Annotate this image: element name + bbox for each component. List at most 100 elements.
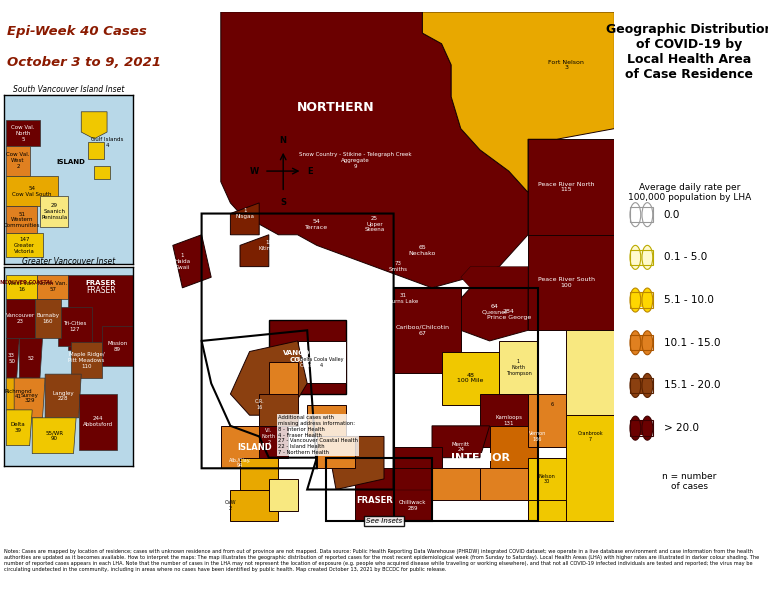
Text: 33
50: 33 50 — [8, 353, 15, 364]
Text: North Van.
57: North Van. 57 — [38, 281, 68, 292]
Text: ISLAND: ISLAND — [237, 442, 272, 451]
Polygon shape — [230, 341, 307, 415]
Text: 18
Kitimat: 18 Kitimat — [259, 240, 279, 251]
Polygon shape — [71, 342, 102, 378]
Text: 1
Haida
Gwaii: 1 Haida Gwaii — [174, 253, 190, 270]
Ellipse shape — [630, 416, 641, 440]
Text: 64
Quesnel: 64 Quesnel — [482, 304, 508, 314]
Text: FRASER: FRASER — [86, 286, 115, 295]
Text: ISLAND: ISLAND — [57, 160, 85, 165]
Polygon shape — [298, 341, 346, 383]
Polygon shape — [260, 394, 298, 426]
Text: Peace River North
115: Peace River North 115 — [538, 181, 594, 192]
Text: Peace River South
100: Peace River South 100 — [538, 277, 595, 288]
Text: Surrey
329: Surrey 329 — [21, 393, 38, 403]
Polygon shape — [490, 426, 538, 468]
Polygon shape — [6, 378, 32, 410]
Ellipse shape — [642, 331, 653, 355]
Polygon shape — [480, 468, 528, 500]
Polygon shape — [528, 458, 576, 521]
Polygon shape — [528, 394, 576, 447]
Polygon shape — [6, 339, 19, 378]
Text: > 20.0: > 20.0 — [664, 423, 699, 433]
Polygon shape — [394, 490, 432, 521]
Polygon shape — [173, 235, 211, 288]
Text: Snow Country - Stikine - Telegraph Creek
Aggregate
9: Snow Country - Stikine - Telegraph Creek… — [299, 152, 412, 169]
Text: Average daily rate per
100,000 population by LHA: Average daily rate per 100,000 populatio… — [627, 183, 751, 202]
Text: n = number
of cases: n = number of cases — [662, 472, 717, 491]
Text: 10.1 - 15.0: 10.1 - 15.0 — [664, 338, 720, 347]
Polygon shape — [317, 436, 355, 468]
Text: Vernon
186: Vernon 186 — [529, 431, 546, 442]
Ellipse shape — [642, 203, 653, 227]
Ellipse shape — [642, 288, 653, 312]
Text: 1
North
Thompson: 1 North Thompson — [505, 359, 531, 376]
Text: Gulf Islands
4: Gulf Islands 4 — [91, 137, 123, 148]
Text: 1
Nisgaa: 1 Nisgaa — [235, 208, 254, 219]
Ellipse shape — [630, 203, 641, 227]
Polygon shape — [38, 275, 68, 299]
Polygon shape — [528, 500, 567, 521]
Ellipse shape — [642, 374, 653, 397]
Ellipse shape — [630, 374, 641, 397]
Text: 54
Cow Val South: 54 Cow Val South — [12, 186, 52, 197]
Polygon shape — [6, 410, 32, 446]
Text: V.I.
North
2: V.I. North 2 — [262, 428, 276, 445]
Text: CVW
2: CVW 2 — [224, 500, 237, 511]
Text: Maple Ridge/
Pitt Meadows
110: Maple Ridge/ Pitt Meadows 110 — [68, 352, 104, 368]
Polygon shape — [6, 206, 38, 234]
Text: Cow Val.
North
5: Cow Val. North 5 — [12, 126, 35, 142]
Polygon shape — [528, 139, 614, 235]
Polygon shape — [394, 288, 461, 373]
Polygon shape — [78, 394, 118, 449]
Polygon shape — [230, 490, 279, 521]
Polygon shape — [422, 12, 614, 192]
Text: Merritt
24: Merritt 24 — [452, 442, 470, 452]
Text: Alb./Clay.
94: Alb./Clay. 94 — [229, 458, 251, 468]
FancyBboxPatch shape — [631, 250, 652, 264]
Polygon shape — [221, 12, 528, 288]
Text: FRASER: FRASER — [85, 280, 116, 286]
Text: 65
Nechako: 65 Nechako — [409, 246, 436, 256]
Ellipse shape — [642, 246, 653, 269]
Text: S: S — [280, 197, 286, 206]
Text: Tri-Cities
127: Tri-Cities 127 — [63, 321, 87, 332]
Text: Fort Nelson
3: Fort Nelson 3 — [548, 59, 584, 71]
Text: NORTHERN: NORTHERN — [297, 101, 375, 114]
Text: See Insets: See Insets — [366, 518, 402, 524]
Text: 55/WR
90: 55/WR 90 — [45, 431, 63, 441]
Polygon shape — [452, 288, 528, 341]
Polygon shape — [480, 394, 538, 447]
Polygon shape — [6, 275, 38, 299]
Text: 5.1 - 10.0: 5.1 - 10.0 — [664, 295, 713, 305]
Text: 6: 6 — [551, 402, 554, 407]
Text: 52: 52 — [28, 356, 35, 361]
Polygon shape — [499, 341, 538, 394]
Text: Chilliwack
289: Chilliwack 289 — [399, 500, 426, 511]
Ellipse shape — [630, 331, 641, 355]
Polygon shape — [6, 299, 35, 339]
Polygon shape — [528, 235, 614, 330]
Text: 73
Smiths: 73 Smiths — [389, 261, 408, 272]
Text: Cariboo/Chilcotin
67: Cariboo/Chilcotin 67 — [396, 325, 449, 336]
Polygon shape — [269, 362, 298, 394]
Text: Cow Val.
West
2: Cow Val. West 2 — [6, 152, 30, 169]
FancyBboxPatch shape — [631, 336, 652, 350]
Polygon shape — [432, 426, 490, 458]
Polygon shape — [432, 468, 480, 500]
Text: 147
Greater
Victoria: 147 Greater Victoria — [14, 237, 35, 254]
Text: Notes: Cases are mapped by location of residence; cases with unknown residence a: Notes: Cases are mapped by location of r… — [4, 549, 759, 572]
Text: West Van.
16: West Van. 16 — [8, 281, 35, 292]
Text: Vancouver
23: Vancouver 23 — [6, 313, 35, 324]
Text: 29
Saanich
Peninsula: 29 Saanich Peninsula — [41, 203, 68, 220]
Polygon shape — [102, 326, 133, 366]
Polygon shape — [6, 120, 40, 145]
Text: Kamloops
131: Kamloops 131 — [495, 415, 522, 426]
Polygon shape — [6, 234, 42, 257]
FancyBboxPatch shape — [631, 293, 652, 307]
Text: 0.1 - 5.0: 0.1 - 5.0 — [664, 253, 707, 262]
Text: Nelson
30: Nelson 30 — [539, 473, 555, 484]
Text: 54
Terrace: 54 Terrace — [305, 219, 329, 229]
Polygon shape — [35, 299, 61, 339]
Polygon shape — [269, 320, 346, 394]
